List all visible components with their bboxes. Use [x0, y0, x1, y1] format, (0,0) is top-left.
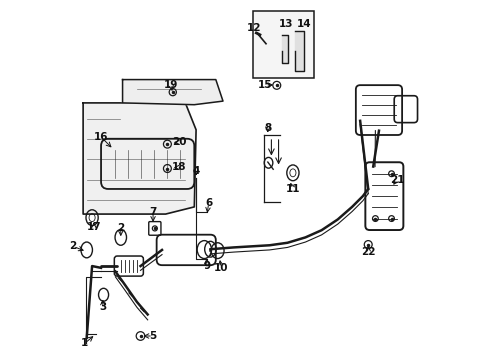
Text: 14: 14: [296, 19, 310, 29]
Text: 4: 4: [192, 166, 200, 176]
Text: 8: 8: [264, 123, 271, 133]
Text: 12: 12: [247, 23, 261, 33]
Polygon shape: [122, 80, 223, 105]
Polygon shape: [83, 103, 196, 214]
Text: 22: 22: [360, 247, 375, 257]
Text: 1: 1: [81, 338, 88, 348]
Text: 10: 10: [214, 263, 228, 273]
Text: 9: 9: [203, 261, 210, 271]
Text: 11: 11: [285, 184, 300, 194]
Polygon shape: [294, 31, 303, 71]
Text: 15: 15: [258, 80, 272, 90]
Text: 18: 18: [172, 162, 186, 172]
Text: 19: 19: [163, 80, 178, 90]
Text: 7: 7: [149, 207, 157, 217]
Bar: [253, 12, 314, 78]
Text: 2: 2: [69, 241, 77, 251]
Text: 13: 13: [278, 19, 292, 29]
Text: 16: 16: [94, 132, 108, 142]
Text: 6: 6: [204, 198, 212, 208]
Text: 2: 2: [117, 224, 124, 233]
Text: 20: 20: [172, 138, 186, 147]
Text: 5: 5: [149, 331, 156, 341]
Text: 17: 17: [86, 222, 101, 231]
Polygon shape: [282, 35, 287, 63]
Text: 3: 3: [99, 302, 106, 312]
Text: 21: 21: [389, 175, 404, 185]
